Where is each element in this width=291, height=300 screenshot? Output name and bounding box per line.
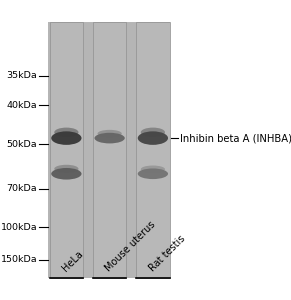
Ellipse shape <box>95 133 125 143</box>
Ellipse shape <box>51 168 81 180</box>
Ellipse shape <box>141 128 165 137</box>
Bar <box>48 22 170 278</box>
Text: Inhibin beta A (INHBA): Inhibin beta A (INHBA) <box>180 133 291 143</box>
Text: Rat testis: Rat testis <box>147 233 187 273</box>
Text: 35kDa: 35kDa <box>6 71 37 80</box>
Ellipse shape <box>97 130 122 137</box>
Ellipse shape <box>54 165 79 173</box>
Ellipse shape <box>51 131 81 145</box>
Text: Mouse uterus: Mouse uterus <box>104 219 158 273</box>
Ellipse shape <box>54 128 79 137</box>
Text: 150kDa: 150kDa <box>1 256 37 265</box>
Text: 50kDa: 50kDa <box>7 140 37 148</box>
Bar <box>93 22 126 278</box>
Ellipse shape <box>138 169 168 179</box>
Text: 100kDa: 100kDa <box>1 223 37 232</box>
Ellipse shape <box>138 131 168 145</box>
Text: 70kDa: 70kDa <box>7 184 37 193</box>
Ellipse shape <box>141 166 165 173</box>
Text: 40kDa: 40kDa <box>7 101 37 110</box>
Bar <box>136 22 170 278</box>
Text: HeLa: HeLa <box>61 249 85 273</box>
Bar <box>50 22 83 278</box>
